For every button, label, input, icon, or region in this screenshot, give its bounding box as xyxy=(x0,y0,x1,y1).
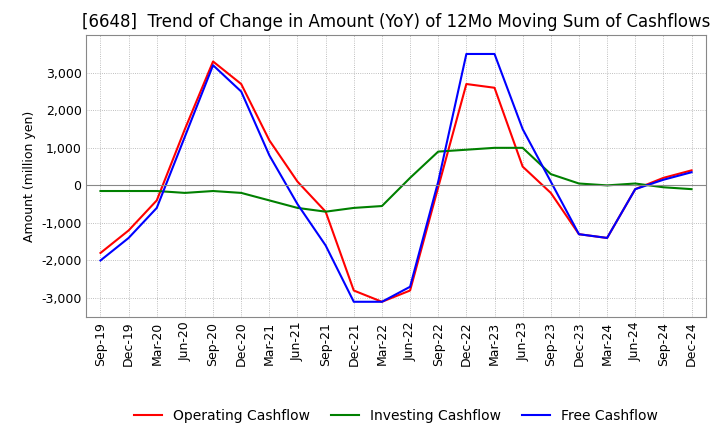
Free Cashflow xyxy=(687,169,696,175)
Y-axis label: Amount (million yen): Amount (million yen) xyxy=(22,110,35,242)
Free Cashflow xyxy=(518,126,527,132)
Investing Cashflow xyxy=(265,198,274,203)
Operating Cashflow xyxy=(603,235,611,241)
Investing Cashflow xyxy=(237,190,246,195)
Operating Cashflow xyxy=(377,299,386,304)
Operating Cashflow xyxy=(265,138,274,143)
Free Cashflow xyxy=(377,299,386,304)
Investing Cashflow xyxy=(631,181,639,186)
Investing Cashflow xyxy=(434,149,443,154)
Investing Cashflow xyxy=(293,205,302,211)
Operating Cashflow xyxy=(349,288,358,293)
Free Cashflow xyxy=(631,187,639,192)
Investing Cashflow xyxy=(603,183,611,188)
Free Cashflow xyxy=(96,258,105,263)
Legend: Operating Cashflow, Investing Cashflow, Free Cashflow: Operating Cashflow, Investing Cashflow, … xyxy=(129,403,663,428)
Line: Free Cashflow: Free Cashflow xyxy=(101,54,691,302)
Free Cashflow xyxy=(490,51,499,57)
Free Cashflow xyxy=(575,231,583,237)
Investing Cashflow xyxy=(406,175,415,180)
Operating Cashflow xyxy=(575,231,583,237)
Investing Cashflow xyxy=(659,185,667,190)
Investing Cashflow xyxy=(687,187,696,192)
Free Cashflow xyxy=(237,89,246,94)
Operating Cashflow xyxy=(546,190,555,195)
Operating Cashflow xyxy=(687,168,696,173)
Free Cashflow xyxy=(293,202,302,207)
Free Cashflow xyxy=(659,177,667,183)
Investing Cashflow xyxy=(153,188,161,194)
Title: [6648]  Trend of Change in Amount (YoY) of 12Mo Moving Sum of Cashflows: [6648] Trend of Change in Amount (YoY) o… xyxy=(82,13,710,31)
Investing Cashflow xyxy=(575,181,583,186)
Operating Cashflow xyxy=(96,250,105,256)
Operating Cashflow xyxy=(293,179,302,184)
Operating Cashflow xyxy=(490,85,499,90)
Investing Cashflow xyxy=(96,188,105,194)
Operating Cashflow xyxy=(406,288,415,293)
Free Cashflow xyxy=(209,62,217,68)
Investing Cashflow xyxy=(125,188,133,194)
Operating Cashflow xyxy=(659,175,667,180)
Free Cashflow xyxy=(462,51,471,57)
Free Cashflow xyxy=(181,134,189,139)
Investing Cashflow xyxy=(349,205,358,211)
Investing Cashflow xyxy=(181,190,189,195)
Free Cashflow xyxy=(603,235,611,241)
Free Cashflow xyxy=(434,179,443,184)
Free Cashflow xyxy=(265,153,274,158)
Investing Cashflow xyxy=(518,145,527,150)
Investing Cashflow xyxy=(490,145,499,150)
Operating Cashflow xyxy=(181,126,189,132)
Operating Cashflow xyxy=(209,59,217,64)
Free Cashflow xyxy=(153,205,161,211)
Free Cashflow xyxy=(546,179,555,184)
Free Cashflow xyxy=(349,299,358,304)
Operating Cashflow xyxy=(237,81,246,87)
Operating Cashflow xyxy=(321,209,330,214)
Investing Cashflow xyxy=(321,209,330,214)
Line: Operating Cashflow: Operating Cashflow xyxy=(101,62,691,302)
Investing Cashflow xyxy=(377,203,386,209)
Investing Cashflow xyxy=(546,172,555,177)
Operating Cashflow xyxy=(631,187,639,192)
Investing Cashflow xyxy=(462,147,471,152)
Investing Cashflow xyxy=(209,188,217,194)
Operating Cashflow xyxy=(125,228,133,233)
Free Cashflow xyxy=(321,243,330,248)
Operating Cashflow xyxy=(153,198,161,203)
Operating Cashflow xyxy=(518,164,527,169)
Line: Investing Cashflow: Investing Cashflow xyxy=(101,148,691,212)
Free Cashflow xyxy=(125,235,133,241)
Operating Cashflow xyxy=(462,81,471,87)
Operating Cashflow xyxy=(434,185,443,190)
Free Cashflow xyxy=(406,284,415,290)
